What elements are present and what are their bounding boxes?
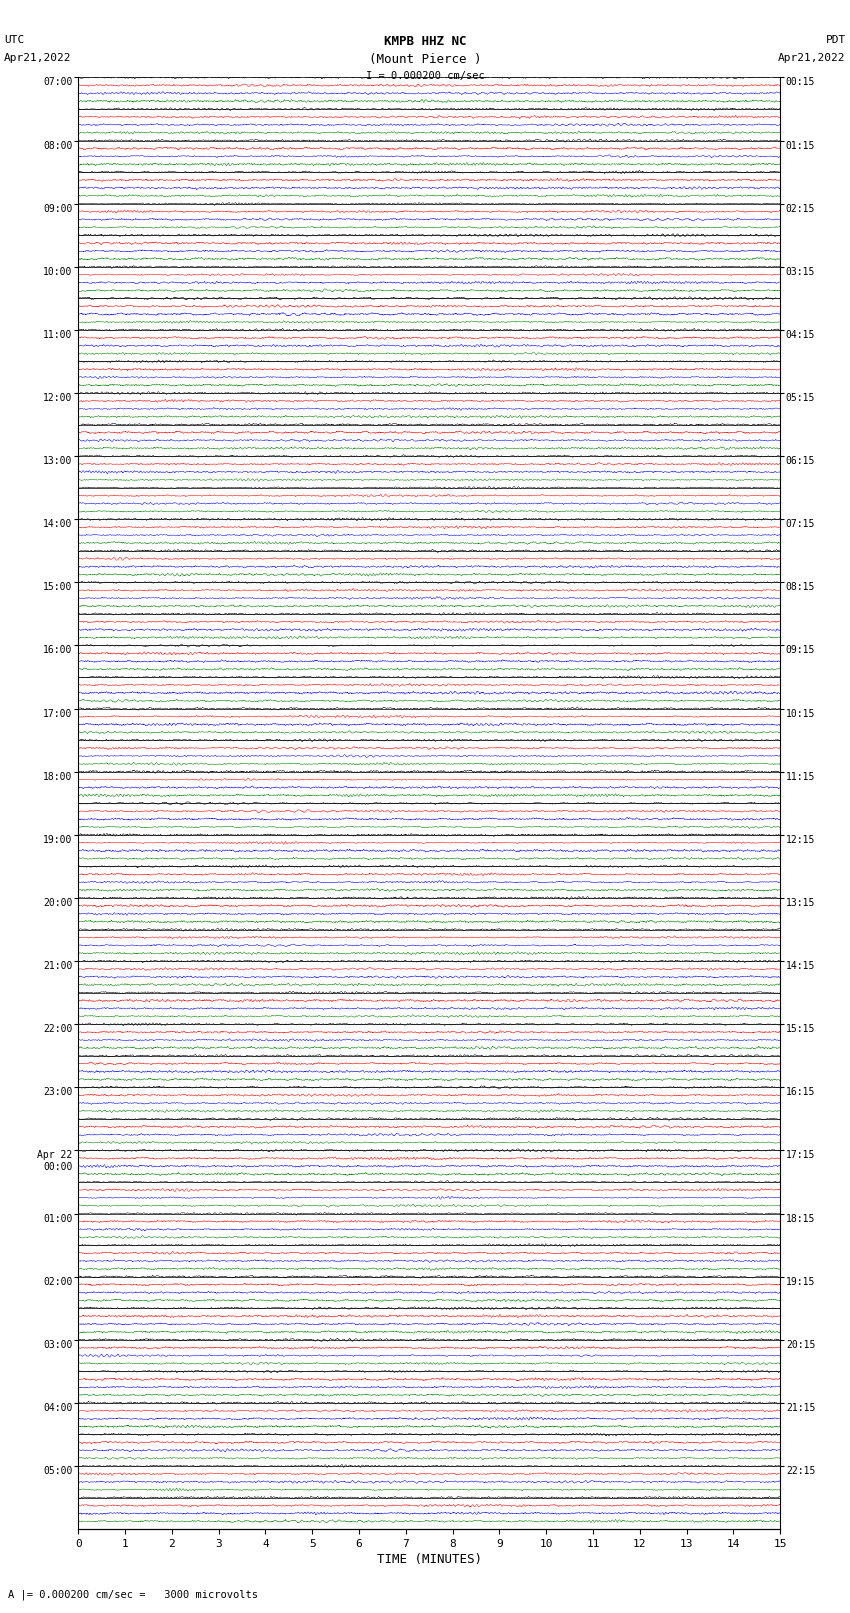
Text: KMPB HHZ NC: KMPB HHZ NC [383,35,467,48]
Text: UTC: UTC [4,35,25,45]
Text: A |= 0.000200 cm/sec =   3000 microvolts: A |= 0.000200 cm/sec = 3000 microvolts [8,1589,258,1600]
Text: I = 0.000200 cm/sec: I = 0.000200 cm/sec [366,71,484,81]
X-axis label: TIME (MINUTES): TIME (MINUTES) [377,1553,482,1566]
Text: Apr21,2022: Apr21,2022 [779,53,846,63]
Text: (Mount Pierce ): (Mount Pierce ) [369,53,481,66]
Text: PDT: PDT [825,35,846,45]
Text: Apr21,2022: Apr21,2022 [4,53,71,63]
